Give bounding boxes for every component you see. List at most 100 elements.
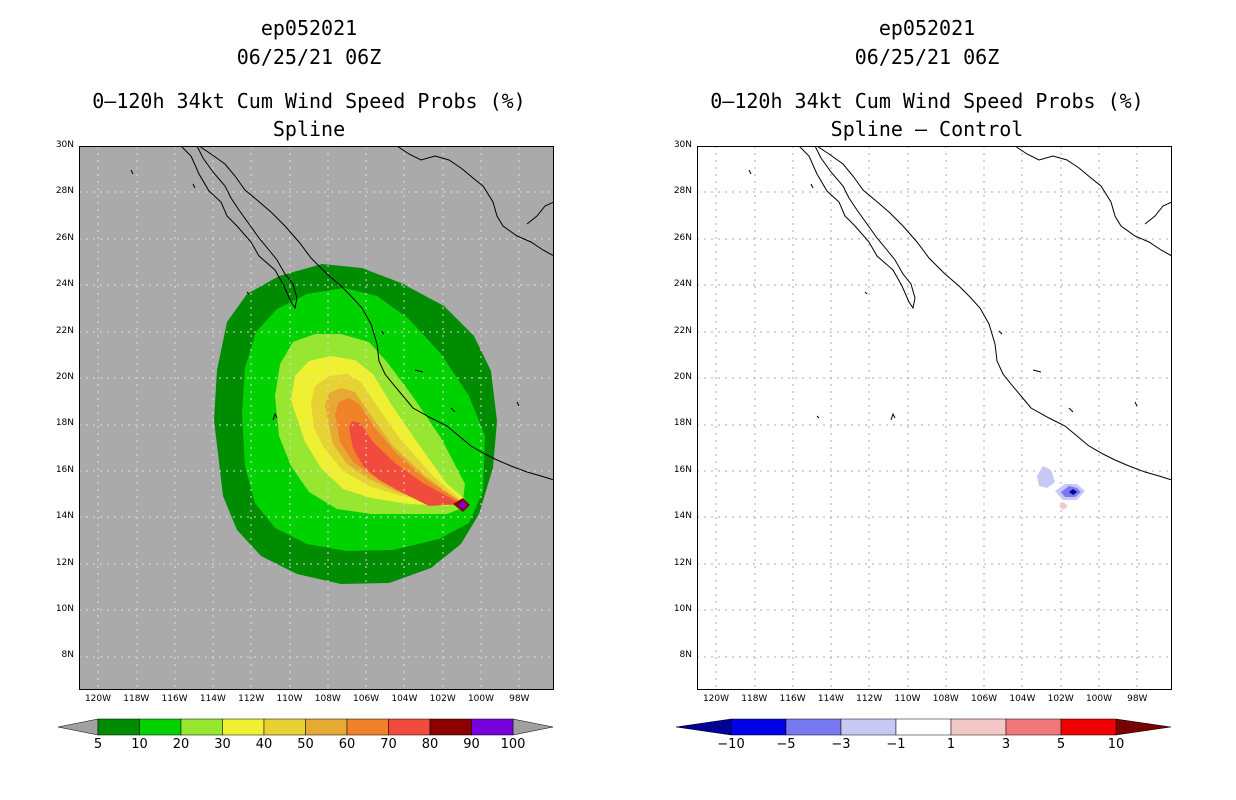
right-lat-label: 10N	[673, 604, 692, 614]
right-lon-label: 110W	[894, 694, 921, 704]
right-lat-label: 30N	[673, 140, 692, 150]
left-lon-label: 116W	[161, 694, 188, 704]
right-colorbar-end-low	[676, 718, 732, 736]
left-colorbar-box	[429, 718, 472, 736]
left-colorbar	[58, 718, 553, 736]
right-lat-label: 8N	[679, 650, 692, 661]
right-product-title: 0–120h 34kt Cum Wind Speed Probs (%)	[710, 89, 1144, 113]
left-lat-label: 28N	[55, 186, 74, 197]
left-lat-label: 30N	[55, 140, 74, 150]
left-colorbar-box	[388, 718, 431, 736]
right-colorbar-label: −1	[886, 737, 906, 752]
right-map-frame	[697, 146, 1172, 690]
left-colorbar-box	[305, 718, 348, 736]
left-colorbar-label: 30	[214, 737, 231, 752]
left-colorbar-end-high	[512, 718, 553, 736]
left-lon-label: 112W	[238, 694, 265, 704]
left-lon-label: 110W	[276, 694, 303, 704]
prob-contour-70	[349, 421, 461, 506]
right-storm-id: ep052021	[878, 16, 976, 40]
right-map-background	[697, 146, 1172, 690]
left-lat-label: 8N	[61, 650, 74, 661]
right-lat-label: 22N	[673, 325, 692, 336]
left-map-panel	[79, 146, 554, 690]
left-lat-label: 10N	[55, 604, 74, 614]
right-lat-label: 24N	[673, 279, 692, 290]
left-colorbar-box	[222, 718, 265, 736]
right-lon-label: 112W	[856, 694, 883, 704]
right-lon-label: 106W	[971, 694, 998, 704]
prob-contour-90	[458, 501, 467, 509]
right-colorbar-label: 10	[1107, 737, 1125, 752]
right-lon-label: 100W	[1085, 694, 1113, 704]
right-lon-label: 114W	[817, 694, 844, 704]
left-lon-label: 114W	[199, 694, 226, 704]
left-lon-label: 102W	[429, 694, 456, 704]
right-colorbar-label: −3	[831, 737, 851, 752]
right-colorbar-box	[785, 718, 842, 736]
left-lon-label: 106W	[353, 694, 380, 704]
left-colorbar-end-low	[58, 718, 99, 736]
right-lon-label: 118W	[741, 694, 768, 704]
left-colorbar-box	[180, 718, 223, 736]
left-lon-label: 100W	[467, 694, 495, 704]
left-storm-id: ep052021	[260, 16, 358, 40]
right-colorbar-label: −10	[717, 737, 745, 752]
diff-negative-small	[1037, 466, 1055, 488]
left-lat-label: 16N	[55, 464, 74, 475]
left-colorbar-label: 5	[93, 737, 103, 752]
right-colorbar-box	[1060, 718, 1117, 736]
left-map-frame	[79, 146, 554, 690]
left-lat-label: 26N	[55, 232, 74, 243]
right-colorbar-box	[1005, 718, 1062, 736]
left-colorbar-label: 50	[297, 737, 314, 752]
right-coastline	[748, 146, 1172, 481]
left-colorbar-box	[263, 718, 306, 736]
right-title-block: ep052021 06/25/21 06Z 0–120h 34kt Cum Wi…	[618, 14, 1236, 144]
diff-positive	[1059, 502, 1068, 510]
right-lat-label: 12N	[673, 557, 692, 568]
right-colorbar-box	[840, 718, 897, 736]
left-coastline	[130, 146, 554, 481]
right-lon-label: 120W	[702, 694, 730, 704]
right-lon-label: 104W	[1009, 694, 1036, 704]
left-lon-label: 118W	[123, 694, 150, 704]
diff-negative-core	[1069, 489, 1077, 495]
right-lat-label: 18N	[673, 418, 692, 429]
right-lon-label: 116W	[779, 694, 806, 704]
left-lat-label: 20N	[55, 372, 74, 382]
left-lon-label: 104W	[391, 694, 418, 704]
left-lat-label: 18N	[55, 418, 74, 429]
left-datetime: 06/25/21 06Z	[236, 45, 382, 69]
right-lat-label: 28N	[673, 186, 692, 197]
left-title-block: ep052021 06/25/21 06Z 0–120h 34kt Cum Wi…	[0, 14, 618, 144]
left-colorbar-box	[346, 718, 389, 736]
left-colorbar-label: 10	[131, 737, 148, 752]
left-lat-label: 24N	[55, 279, 74, 290]
left-colorbar-label: 80	[421, 737, 439, 752]
right-colorbar-box	[895, 718, 952, 736]
left-colorbar-label: 100	[500, 737, 526, 752]
right-lat-label: 16N	[673, 464, 692, 475]
right-subtitle: Spline – Control	[830, 117, 1024, 141]
left-colorbar-label: 60	[338, 737, 356, 752]
left-lon-label: 98W	[509, 694, 530, 704]
left-lon-label: 120W	[84, 694, 112, 704]
right-lat-label: 20N	[673, 372, 692, 382]
left-subtitle: Spline	[272, 117, 346, 141]
right-lat-label: 26N	[673, 232, 692, 243]
prob-contour-60	[335, 398, 461, 502]
left-colorbar-label: 70	[380, 737, 397, 752]
right-colorbar-box	[950, 718, 1007, 736]
right-colorbar-label: 3	[1001, 737, 1011, 752]
right-colorbar	[676, 718, 1171, 736]
left-colorbar-label: 90	[463, 737, 480, 752]
left-lat-label: 12N	[55, 557, 74, 568]
left-product-title: 0–120h 34kt Cum Wind Speed Probs (%)	[92, 89, 526, 113]
left-colorbar-box	[139, 718, 182, 736]
right-lon-label: 102W	[1047, 694, 1074, 704]
right-colorbar-label: 5	[1056, 737, 1066, 752]
right-lon-label: 98W	[1127, 694, 1148, 704]
right-colorbar-end-high	[1115, 718, 1171, 736]
left-colorbar-label: 40	[255, 737, 273, 752]
